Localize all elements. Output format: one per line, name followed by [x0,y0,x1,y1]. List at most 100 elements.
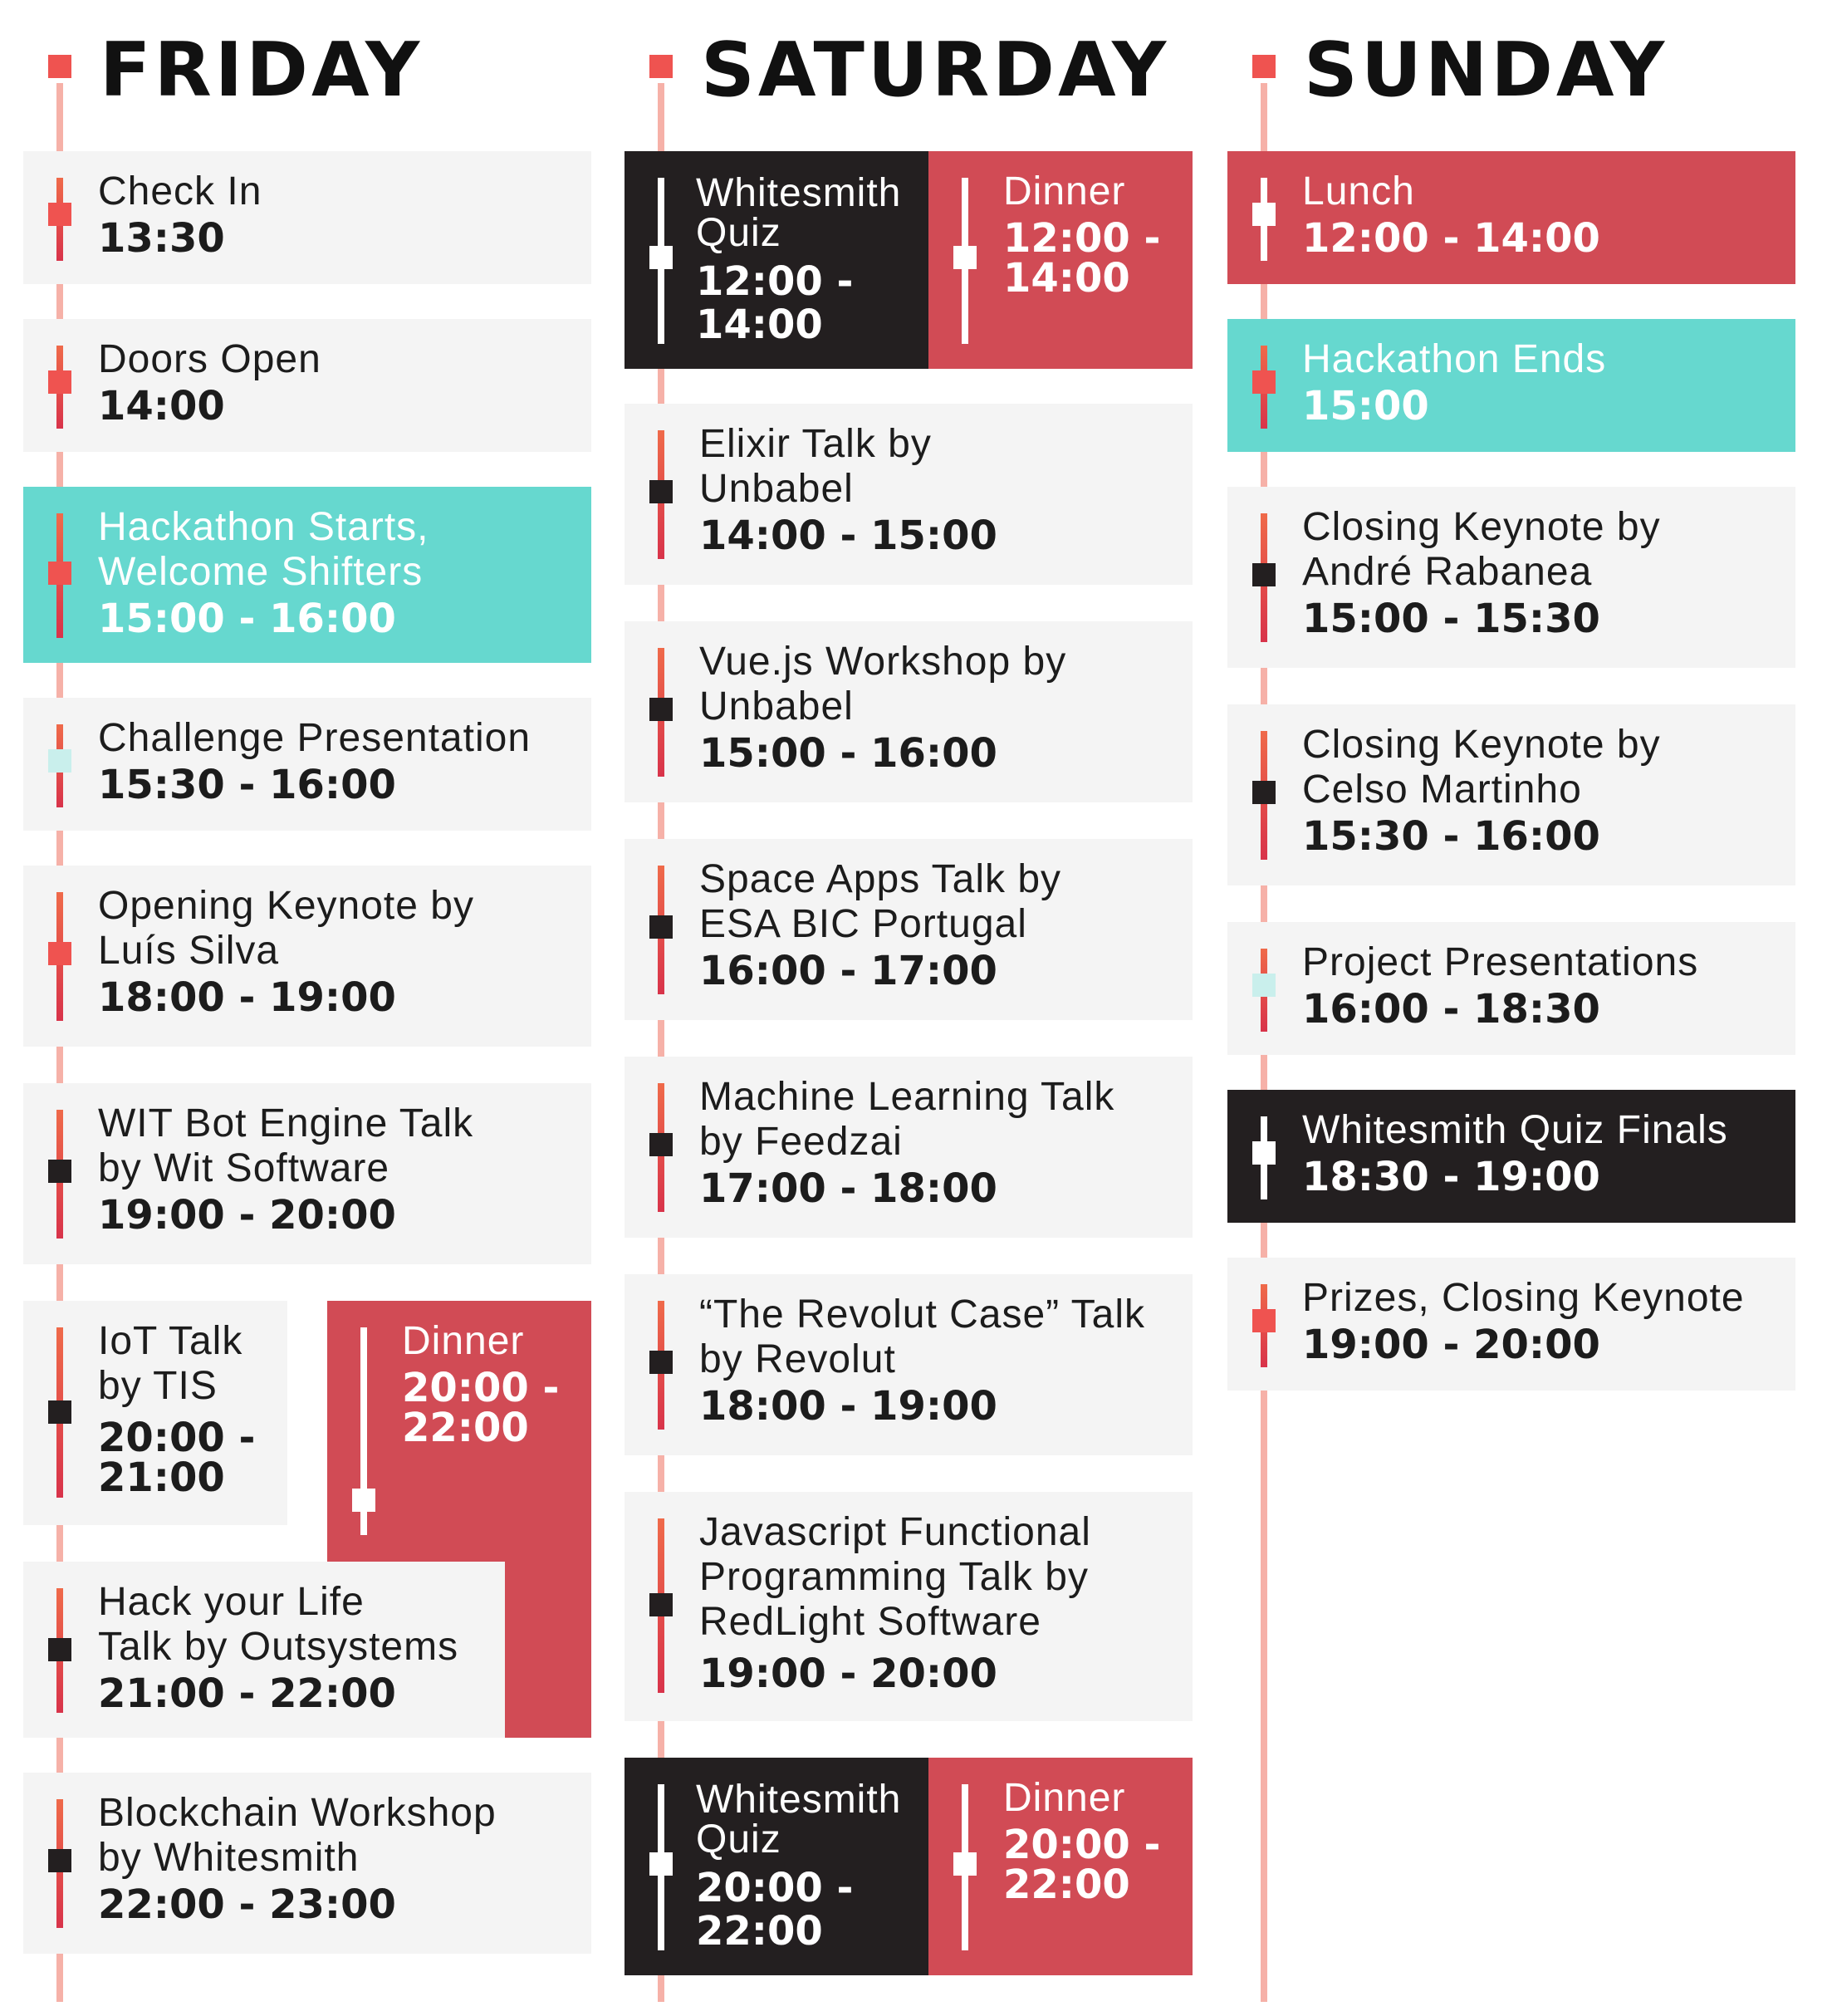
event-time: 15:00 - 16:00 [98,596,396,642]
event-title: Talk by Outsystems [98,1625,459,1669]
event-time: 20:00 - [696,1865,854,1911]
event-title: Whitesmith Quiz Finals [1302,1108,1728,1152]
event-marker [48,203,71,226]
event-card-highlight: Hackathon Ends 15:00 [1227,319,1795,452]
event-marker [1252,781,1276,804]
event-card: Javascript Functional Programming Talk b… [625,1492,1193,1721]
event-title: Machine Learning Talk [699,1075,1115,1119]
event-marker [649,915,673,939]
event-card: Project Presentations 16:00 - 18:30 [1227,922,1795,1055]
event-time: 15:30 - 16:00 [1302,813,1600,860]
event-marker [48,749,71,773]
event-card: IoT Talk by TIS 20:00 - 21:00 [23,1301,287,1525]
event-time: 16:00 - 18:30 [1302,986,1600,1033]
event-marker [48,1849,71,1872]
event-marker [1252,974,1276,997]
event-time: 22:00 [696,1908,823,1955]
event-title: by Feedzai [699,1120,903,1164]
event-title: Unbabel [699,684,854,728]
event-marker [48,1638,71,1661]
event-time: 15:00 - 16:00 [699,730,997,777]
event-time: 18:00 - 19:00 [98,974,396,1021]
event-card-quiz: Whitesmith Quiz 12:00 - 14:00 [625,151,928,369]
day-marker [48,55,71,78]
event-title: Project Presentations [1302,940,1699,984]
event-title: Programming Talk by [699,1555,1089,1599]
event-card: “The Revolut Case” Talk by Revolut 18:00… [625,1274,1193,1455]
timeline-spine [658,83,664,2002]
saturday-column: Saturday Whitesmith Quiz 12:00 - 14:00 D… [625,0,1206,2016]
event-title: Space Apps Talk by [699,857,1062,901]
event-time: 19:00 - 20:00 [1302,1322,1600,1368]
event-title: WIT Bot Engine Talk [98,1101,474,1145]
event-title: Welcome Shifters [98,550,424,594]
event-marker [649,1133,673,1156]
event-time: 19:00 - 20:00 [699,1651,997,1697]
event-card: Space Apps Talk by ESA BIC Portugal 16:0… [625,839,1193,1020]
event-title: Elixir Talk by [699,422,932,466]
day-title: Friday [100,27,424,114]
event-bar [360,1327,367,1535]
event-card: Blockchain Workshop by Whitesmith 22:00 … [23,1773,591,1954]
event-title: by Wit Software [98,1146,390,1190]
event-title: André Rabanea [1302,550,1593,594]
event-card: Doors Open 14:00 [23,319,591,452]
event-marker [1252,203,1276,226]
event-title: IoT Talk [98,1319,243,1363]
event-time: 20:00 - [1003,1822,1161,1868]
event-time: 22:00 [402,1405,529,1451]
event-card-highlight: Hackathon Starts, Welcome Shifters 15:00… [23,487,591,663]
event-card-lunch: Lunch 12:00 - 14:00 [1227,151,1795,284]
event-title: by TIS [98,1364,218,1408]
event-title: Vue.js Workshop by [699,640,1067,684]
event-card: Closing Keynote by Celso Martinho 15:30 … [1227,704,1795,885]
event-marker [48,1400,71,1424]
event-title: Challenge Presentation [98,716,531,760]
event-title: by Whitesmith [98,1836,360,1880]
day-marker [649,55,673,78]
event-time: 16:00 - 17:00 [699,948,997,994]
event-card-dinner: Dinner 20:00 - 22:00 [928,1758,1193,1975]
event-time: 14:00 - 15:00 [699,513,997,559]
friday-column: Friday Check In 13:30 Doors Open 14:00 H… [23,0,605,2016]
event-title: Closing Keynote by [1302,723,1661,767]
event-marker [48,562,71,585]
event-title: Luís Silva [98,929,280,973]
event-card: Prizes, Closing Keynote 19:00 - 20:00 [1227,1258,1795,1391]
event-card: Challenge Presentation 15:30 - 16:00 [23,698,591,831]
event-card: Check In 13:30 [23,151,591,284]
event-time: 20:00 - [98,1415,256,1461]
event-marker [48,370,71,394]
event-time: 12:00 - [1003,215,1161,262]
event-time: 14:00 [98,383,225,429]
event-time: 13:30 [98,215,225,262]
event-time: 15:00 [1302,383,1429,429]
event-title: Lunch [1302,169,1415,213]
event-marker [649,1351,673,1374]
event-time: 20:00 - [402,1365,560,1411]
event-marker [48,1160,71,1183]
event-time: 22:00 [1003,1861,1130,1908]
event-title: Blockchain Workshop [98,1791,497,1835]
event-title: Dinner [402,1319,525,1363]
event-time: 22:00 - 23:00 [98,1881,396,1928]
event-card: Machine Learning Talk by Feedzai 17:00 -… [625,1057,1193,1238]
event-title: Quiz [696,1817,781,1861]
event-title: Prizes, Closing Keynote [1302,1276,1745,1320]
event-time: 18:30 - 19:00 [1302,1154,1600,1200]
event-title: Celso Martinho [1302,768,1582,812]
event-marker [649,698,673,721]
event-title: Quiz [696,211,781,255]
day-title: Sunday [1304,27,1668,114]
event-title: “The Revolut Case” Talk [699,1292,1145,1337]
event-title: Unbabel [699,467,854,511]
event-title: Check In [98,169,262,213]
event-card: Vue.js Workshop by Unbabel 15:00 - 16:00 [625,621,1193,802]
event-marker [649,480,673,503]
event-card: Elixir Talk by Unbabel 14:00 - 15:00 [625,404,1193,585]
event-marker [1252,1309,1276,1332]
event-title: Dinner [1003,169,1126,213]
event-card: Hack your Life Talk by Outsystems 21:00 … [23,1562,505,1738]
event-card: Opening Keynote by Luís Silva 18:00 - 19… [23,866,591,1047]
event-time: 17:00 - 18:00 [699,1165,997,1212]
